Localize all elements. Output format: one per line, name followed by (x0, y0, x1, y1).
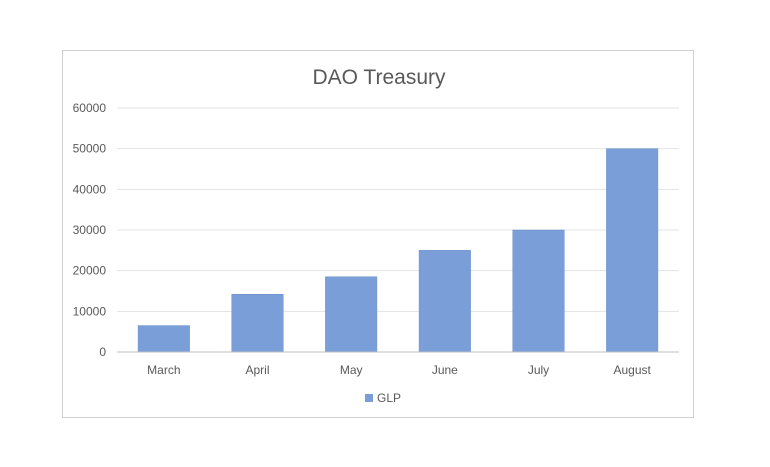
x-tick-label: August (613, 363, 651, 377)
y-tick-label: 60000 (73, 101, 107, 115)
y-tick-label: 10000 (73, 304, 107, 318)
bar-july (512, 229, 565, 353)
y-tick-label: 20000 (73, 264, 107, 278)
x-tick-label: March (147, 363, 180, 377)
legend-label: GLP (377, 391, 401, 405)
bar-may (325, 276, 378, 353)
axis-layer: 0 10000 20000 30000 40000 50000 60000 March Apri… (73, 101, 679, 377)
y-tick-label: 50000 (73, 142, 107, 156)
y-tick-label: 40000 (73, 182, 107, 196)
x-tick-label: June (432, 363, 458, 377)
x-tick-label: May (340, 363, 363, 377)
bar-layer (137, 148, 659, 353)
x-tick-label: July (528, 363, 549, 377)
bar-august (606, 148, 659, 353)
bar-april (231, 294, 284, 353)
chart-title: DAO Treasury (312, 66, 446, 89)
bar-june (418, 250, 471, 353)
chart-svg: DAO Treasury 0 10000 20000 30000 40000 50000 6… (73, 66, 679, 405)
x-tick-label: April (245, 363, 269, 377)
y-tick-label: 0 (99, 345, 106, 359)
bar-march (137, 325, 190, 353)
legend-swatch (365, 394, 373, 402)
legend: GLP (365, 391, 401, 405)
chart-frame: DAO Treasury 0 10000 20000 30000 40000 50000 6… (62, 50, 694, 418)
grid-layer (117, 107, 679, 312)
y-tick-label: 30000 (73, 223, 107, 237)
